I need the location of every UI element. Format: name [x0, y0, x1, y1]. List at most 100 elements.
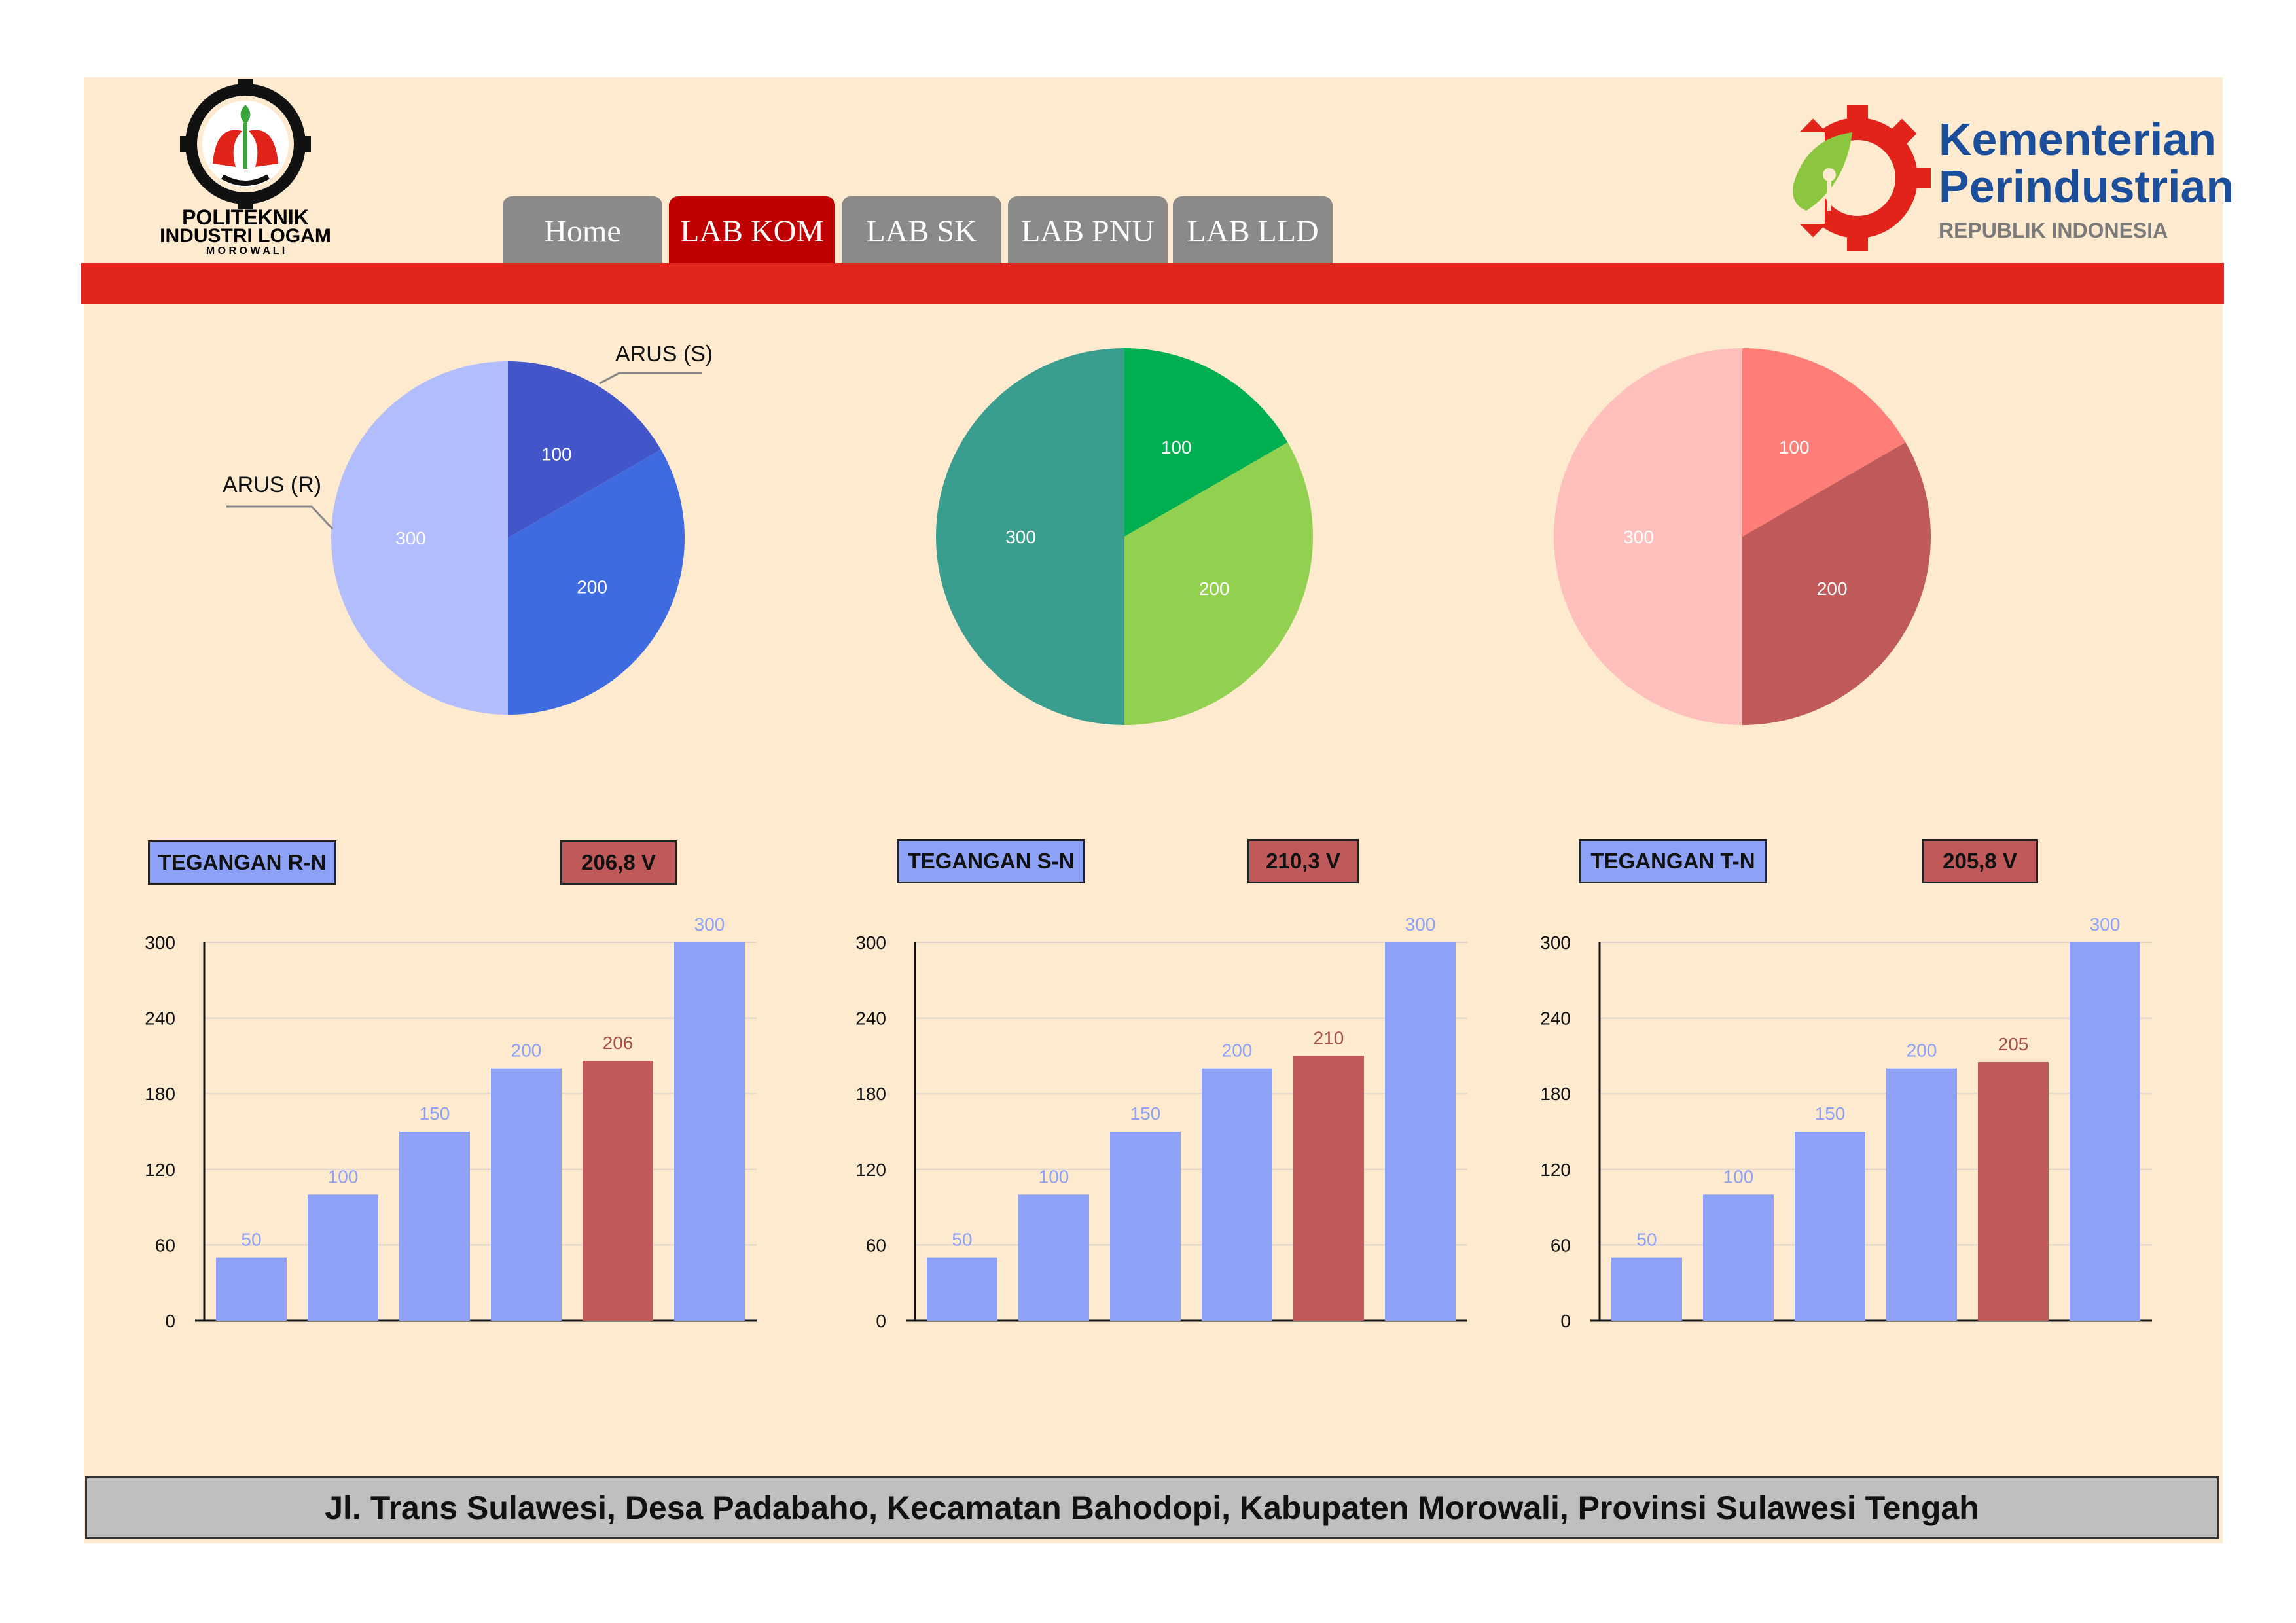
bar-2-bar-6 — [1385, 942, 1456, 1321]
pie-1-slice-1 — [508, 361, 661, 538]
voltage-label-t-n: TEGANGAN T-N — [1579, 839, 1767, 883]
pie-1-category-label-3: ARUS (R) — [223, 473, 321, 497]
ministry-name-line-1: Kementerian — [1939, 114, 2217, 165]
pie-3-value-label-1: 100 — [1779, 437, 1810, 457]
pie-2-slice-1 — [1124, 348, 1288, 537]
bar-2-bar-3 — [1110, 1132, 1181, 1321]
bar-1-bar-4 — [491, 1068, 562, 1321]
bar-2-bar-5 — [1293, 1056, 1364, 1321]
tab-lab-lld[interactable]: LAB LLD — [1173, 196, 1333, 266]
bar-1-data-label-1: 50 — [241, 1230, 261, 1250]
bar-3-data-label-1: 50 — [1636, 1230, 1657, 1250]
bar-3-data-label-2: 100 — [1723, 1166, 1754, 1186]
bar-1-ytick-label-2: 120 — [145, 1160, 175, 1180]
bar-1-data-label-2: 100 — [328, 1166, 359, 1186]
header-divider — [81, 263, 2224, 304]
bar-3-data-label-3: 150 — [1815, 1103, 1846, 1124]
bar-3-data-label-4: 200 — [1907, 1041, 1937, 1061]
bar-1-ytick-label-0: 0 — [165, 1311, 175, 1331]
bar-3-ytick-label-5: 300 — [1540, 933, 1571, 953]
pie-1-leader-line-3 — [226, 505, 334, 530]
pie-2-value-label-3: 300 — [1005, 527, 1036, 547]
pie-3-value-label-3: 300 — [1623, 527, 1654, 547]
logo-line-1: POLITEKNIK — [182, 205, 309, 229]
bar-3-bar-4 — [1886, 1068, 1957, 1321]
bar-3-data-label-6: 300 — [2090, 914, 2121, 935]
bar-3-ytick-label-2: 120 — [1540, 1160, 1571, 1180]
bar-2-ytick-label-3: 180 — [855, 1084, 886, 1104]
bar-2-data-label-5: 210 — [1314, 1027, 1344, 1048]
bar-3-bar-3 — [1795, 1132, 1865, 1321]
gear-leaf-icon — [1779, 105, 1931, 251]
tab-lab-kom[interactable]: LAB KOM — [669, 196, 835, 266]
bar-2-bar-4 — [1202, 1068, 1272, 1321]
tab-home[interactable]: Home — [503, 196, 662, 266]
ministry-subtitle: REPUBLIK INDONESIA — [1939, 219, 2168, 242]
kemenperin-logo: Kementerian Perindustrian REPUBLIK INDON… — [1779, 99, 2234, 257]
bar-1-bar-2 — [308, 1194, 378, 1321]
bar-2-data-label-6: 300 — [1405, 914, 1436, 935]
tab-lab-pnu[interactable]: LAB PNU — [1008, 196, 1168, 266]
bar-1-data-label-6: 300 — [694, 914, 725, 935]
pie-3-slice-1 — [1742, 348, 1906, 537]
pie-3-slice-3 — [1554, 348, 1742, 725]
pie-3-slice-2 — [1742, 442, 1931, 725]
ministry-name-line-2: Perindustrian — [1939, 161, 2234, 212]
logo-line-2: INDUSTRI LOGAM — [160, 225, 331, 247]
bar-3-ytick-label-0: 0 — [1560, 1311, 1571, 1331]
bar-2-bar-1 — [927, 1257, 997, 1321]
bar-1-bar-6 — [674, 942, 745, 1321]
pie-2-value-label-2: 200 — [1199, 579, 1230, 599]
bar-3-ytick-label-3: 180 — [1540, 1084, 1571, 1104]
pie-1-slice-3 — [331, 361, 508, 715]
bar-2-ytick-label-5: 300 — [855, 933, 886, 953]
pie-3-value-label-2: 200 — [1817, 579, 1848, 599]
bar-1-bar-1 — [216, 1257, 287, 1321]
voltage-value-r-n: 206,8 V — [560, 840, 677, 885]
pie-1-category-label-1: ARUS (S) — [615, 342, 713, 366]
bar-3-ytick-label-4: 240 — [1540, 1008, 1571, 1029]
logo-line-3: M O R O W A L I — [206, 245, 285, 257]
bar-3-bar-5 — [1978, 1062, 2049, 1321]
bar-2-ytick-label-0: 0 — [876, 1311, 886, 1331]
pie-2-slice-3 — [936, 348, 1124, 725]
bar-1-ytick-label-5: 300 — [145, 933, 175, 953]
gear-emblem-icon — [180, 79, 311, 209]
pie-1-value-label-2: 200 — [577, 577, 607, 597]
bar-3-ytick-label-1: 60 — [1551, 1235, 1571, 1255]
bar-3-bar-6 — [2070, 942, 2140, 1321]
bar-2-data-label-3: 150 — [1130, 1103, 1161, 1124]
bar-1-data-label-4: 200 — [511, 1041, 542, 1061]
footer-address: Jl. Trans Sulawesi, Desa Padabaho, Kecam… — [85, 1476, 2219, 1539]
bar-1-ytick-label-3: 180 — [145, 1084, 175, 1104]
bar-1-data-label-3: 150 — [420, 1103, 450, 1124]
bar-2-data-label-2: 100 — [1039, 1166, 1069, 1186]
bar-3-data-label-5: 205 — [1998, 1034, 2029, 1054]
pie-2-value-label-1: 100 — [1161, 437, 1192, 457]
politeknik-logo: POLITEKNIK INDUSTRI LOGAM M O R O W A L … — [144, 79, 347, 257]
bar-2-data-label-1: 50 — [952, 1230, 972, 1250]
pie-1-value-label-1: 100 — [541, 444, 572, 464]
bar-1-data-label-5: 206 — [603, 1033, 634, 1053]
bar-1-ytick-label-1: 60 — [155, 1235, 175, 1255]
voltage-label-s-n: TEGANGAN S-N — [897, 839, 1085, 883]
bar-1-bar-5 — [583, 1061, 653, 1321]
bar-2-ytick-label-1: 60 — [866, 1235, 886, 1255]
voltage-value-s-n: 210,3 V — [1247, 839, 1359, 883]
pie-1-slice-2 — [508, 450, 685, 715]
pie-2-slice-2 — [1124, 442, 1313, 725]
bar-3-bar-2 — [1703, 1194, 1774, 1321]
pie-1-value-label-3: 300 — [395, 528, 426, 548]
tab-lab-sk[interactable]: LAB SK — [842, 196, 1001, 266]
bar-3-bar-1 — [1611, 1257, 1682, 1321]
voltage-value-t-n: 205,8 V — [1922, 839, 2038, 883]
bar-2-bar-2 — [1018, 1194, 1089, 1321]
bar-1-bar-3 — [399, 1132, 470, 1321]
bar-2-ytick-label-4: 240 — [855, 1008, 886, 1029]
pie-1-leader-line-1 — [599, 372, 702, 385]
voltage-label-r-n: TEGANGAN R-N — [148, 840, 336, 885]
bar-2-ytick-label-2: 120 — [855, 1160, 886, 1180]
bar-1-ytick-label-4: 240 — [145, 1008, 175, 1029]
bar-2-data-label-4: 200 — [1222, 1041, 1253, 1061]
